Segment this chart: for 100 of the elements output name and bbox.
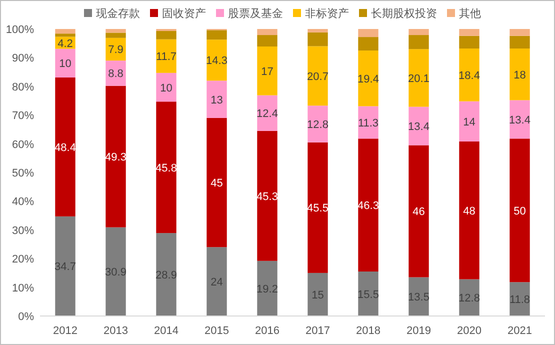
bar — [156, 72, 176, 102]
bar — [257, 46, 278, 96]
bar — [308, 106, 328, 142]
bar — [156, 31, 176, 40]
bar — [459, 142, 480, 280]
data-label: 17 — [261, 66, 274, 78]
bar — [459, 36, 480, 49]
data-label: 46.3 — [358, 200, 379, 212]
x-tick-label: 2021 — [508, 325, 532, 337]
bar — [459, 279, 480, 316]
data-label: 24 — [210, 276, 223, 289]
y-tick-label: 100% — [6, 24, 34, 36]
data-label: 11.3 — [358, 117, 379, 130]
bar — [55, 29, 76, 34]
data-label: 13 — [210, 94, 223, 106]
data-label: 14.3 — [206, 55, 228, 68]
bar — [358, 272, 378, 316]
data-label: 15 — [312, 289, 324, 302]
bar — [55, 78, 76, 216]
data-label: 14 — [463, 116, 476, 128]
bar — [510, 29, 530, 36]
data-label: 12.8 — [307, 118, 328, 131]
bar — [510, 138, 530, 282]
data-label: 34.7 — [54, 261, 76, 274]
bar — [106, 60, 126, 86]
bar — [106, 29, 126, 33]
bar — [408, 145, 429, 278]
bar — [308, 272, 328, 316]
legend-label: 非标资产 — [305, 7, 349, 20]
data-label: 45.5 — [307, 202, 328, 215]
bar — [106, 86, 126, 228]
data-label: 19.2 — [256, 283, 278, 296]
bar — [358, 37, 378, 51]
bar — [106, 38, 126, 61]
x-tick-label: 2015 — [204, 325, 229, 337]
y-tick-label: 0% — [18, 311, 34, 323]
legend-label: 固收资产 — [162, 7, 206, 20]
bar — [510, 282, 530, 316]
data-label: 10 — [59, 58, 72, 70]
bar — [206, 247, 227, 316]
x-tick-label: 2014 — [154, 325, 178, 337]
data-label: 49.3 — [105, 152, 126, 164]
bar — [358, 106, 378, 139]
bar — [510, 36, 530, 49]
bar — [358, 138, 378, 272]
x-tick-label: 2018 — [356, 325, 380, 337]
x-tick-label: 2017 — [306, 325, 330, 337]
data-label: 30.9 — [105, 266, 126, 279]
bar — [106, 32, 126, 38]
bar — [257, 35, 278, 47]
legend-label: 股票及基金 — [228, 7, 283, 20]
bar — [206, 118, 227, 248]
bar — [408, 277, 429, 316]
y-tick-label: 90% — [12, 52, 34, 65]
data-label: 50 — [514, 205, 526, 218]
data-label: 28.9 — [156, 270, 177, 282]
bar — [308, 29, 328, 32]
bar — [408, 35, 429, 50]
bar — [358, 29, 378, 38]
bar — [156, 233, 176, 316]
bar — [156, 102, 176, 234]
y-tick-label: 80% — [12, 81, 34, 94]
data-label: 13.4 — [408, 121, 430, 134]
y-tick-label: 30% — [12, 224, 34, 237]
bar — [308, 142, 328, 273]
x-tick-label: 2020 — [457, 325, 482, 337]
legend-label: 其他 — [459, 7, 481, 20]
x-tick-label: 2019 — [406, 325, 431, 337]
data-label: 45.3 — [256, 190, 278, 203]
data-label: 20.1 — [408, 72, 430, 85]
bar — [106, 227, 126, 316]
bar — [257, 130, 278, 261]
legend-label: 现金存款 — [96, 8, 140, 20]
bar — [510, 100, 530, 139]
data-label: 10 — [160, 82, 172, 94]
bar — [308, 32, 328, 46]
data-label: 48.4 — [54, 142, 76, 154]
bar — [55, 216, 76, 316]
bar — [459, 29, 480, 36]
bar — [206, 80, 227, 118]
bar — [206, 40, 227, 81]
data-label: 18 — [514, 69, 526, 82]
data-label: 8.8 — [108, 68, 124, 80]
bar — [55, 34, 76, 37]
bar — [257, 95, 278, 131]
data-label: 12.8 — [458, 292, 480, 305]
bar — [408, 49, 429, 107]
data-label: 20.7 — [307, 70, 328, 83]
y-tick-label: 20% — [12, 254, 34, 266]
data-label: 4.2 — [58, 38, 73, 50]
data-label: 11.7 — [156, 51, 177, 64]
bar — [257, 29, 278, 36]
data-label: 7.9 — [108, 44, 124, 56]
legend-label: 长期股权投资 — [371, 7, 437, 20]
y-tick-label: 10% — [12, 282, 34, 294]
bar — [308, 46, 328, 106]
bar — [459, 101, 480, 142]
data-label: 13.4 — [509, 114, 530, 126]
bar — [408, 29, 429, 36]
bar — [156, 39, 176, 73]
